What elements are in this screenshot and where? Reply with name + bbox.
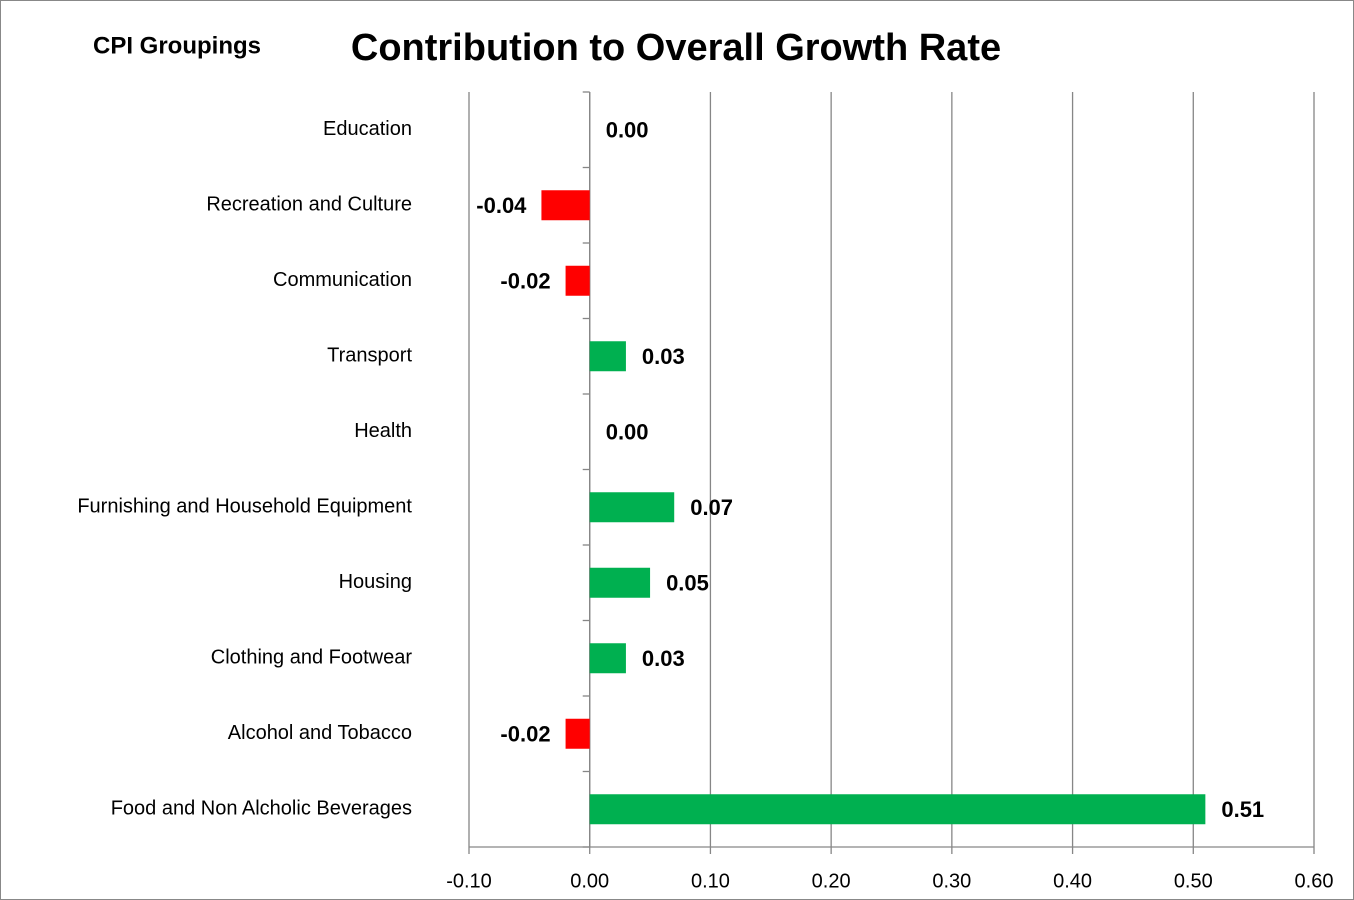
x-tick-label: 0.20 bbox=[812, 870, 851, 892]
x-tick-label: 0.40 bbox=[1053, 870, 1092, 892]
bar bbox=[589, 794, 1206, 825]
y-tick-label: Clothing and Footwear bbox=[211, 647, 413, 669]
value-label: -0.04 bbox=[476, 193, 527, 218]
x-tick-label: 0.30 bbox=[932, 870, 971, 892]
value-label: 0.07 bbox=[690, 495, 733, 520]
value-label: 0.05 bbox=[666, 571, 709, 596]
value-label: 0.00 bbox=[606, 118, 649, 143]
bar bbox=[589, 567, 651, 598]
y-tick-label: Housing bbox=[339, 571, 412, 593]
bar bbox=[541, 190, 590, 221]
x-tick-label: 0.10 bbox=[691, 870, 730, 892]
value-label: 0.00 bbox=[606, 420, 649, 445]
y-tick-label: Furnishing and Household Equipment bbox=[77, 496, 412, 518]
y-tick-label: Education bbox=[323, 118, 412, 140]
y-tick-label: Recreation and Culture bbox=[206, 194, 412, 216]
y-tick-label: Alcohol and Tobacco bbox=[228, 722, 412, 744]
bar bbox=[589, 492, 675, 523]
y-tick-label: Communication bbox=[273, 269, 412, 291]
value-label: 0.03 bbox=[642, 344, 685, 369]
axis-title: CPI Groupings bbox=[93, 32, 261, 59]
value-label: 0.03 bbox=[642, 646, 685, 671]
y-tick-label: Food and Non Alcholic Beverages bbox=[111, 798, 412, 820]
x-tick-label: 0.50 bbox=[1174, 870, 1213, 892]
x-tick-label: 0.00 bbox=[570, 870, 609, 892]
bar bbox=[565, 265, 590, 296]
x-tick-label: -0.10 bbox=[446, 870, 492, 892]
bar bbox=[589, 341, 626, 372]
value-label: 0.51 bbox=[1221, 797, 1264, 822]
y-tick-label: Transport bbox=[327, 345, 412, 367]
bar bbox=[565, 718, 590, 749]
bar bbox=[589, 643, 626, 674]
chart-title: Contribution to Overall Growth Rate bbox=[351, 27, 1001, 69]
x-tick-label: 0.60 bbox=[1295, 870, 1334, 892]
y-tick-label: Health bbox=[354, 420, 412, 442]
value-label: -0.02 bbox=[500, 269, 550, 294]
value-label: -0.02 bbox=[500, 722, 550, 747]
